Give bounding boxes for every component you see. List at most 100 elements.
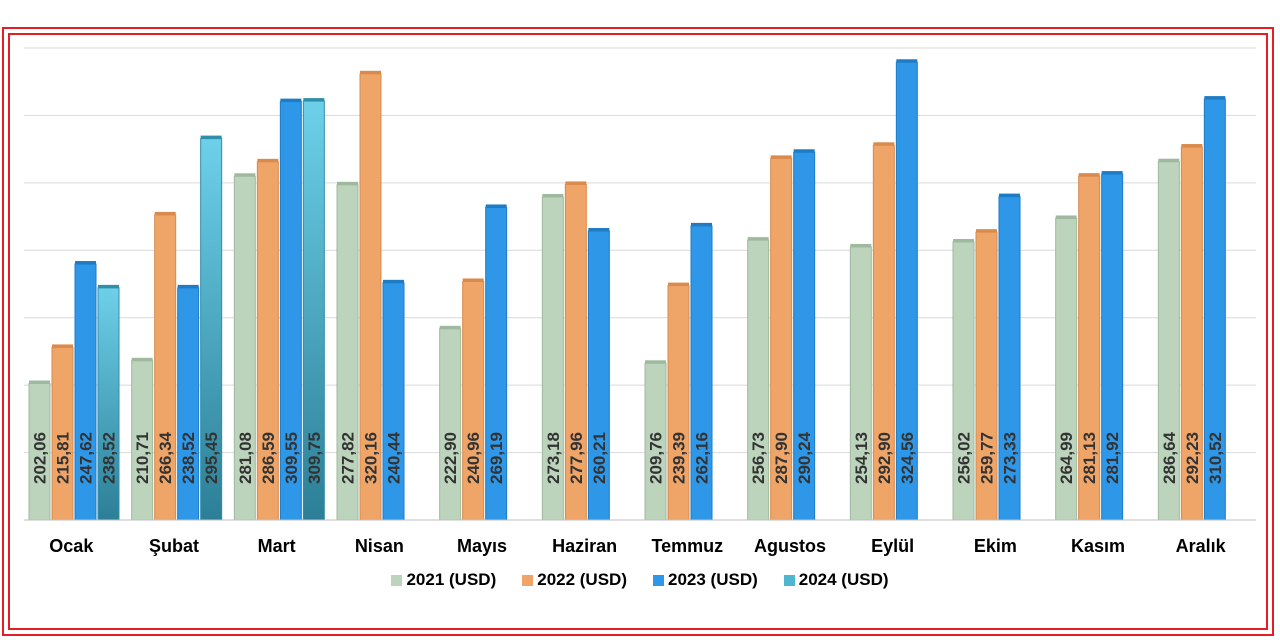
bar-cap-2021-11 xyxy=(1158,158,1180,162)
value-label-2021-11: 286,64 xyxy=(1160,431,1179,484)
legend-label-2024: 2024 (USD) xyxy=(798,570,889,589)
value-label-2024-2: 309,75 xyxy=(305,432,324,484)
bar-cap-2022-5 xyxy=(565,181,587,185)
bar-cap-2024-0 xyxy=(98,284,119,288)
bar-cap-2021-2 xyxy=(234,173,256,177)
bar-cap-2021-7 xyxy=(747,237,769,241)
bar-cap-2023-2 xyxy=(280,98,302,102)
bar-cap-2021-8 xyxy=(850,243,872,247)
bar-cap-2022-4 xyxy=(462,278,484,282)
bar-cap-2022-0 xyxy=(52,344,73,348)
bar-cap-2022-8 xyxy=(873,142,895,146)
bar-cap-2021-4 xyxy=(439,325,461,329)
bar-cap-2023-7 xyxy=(793,149,815,153)
bar-cap-2022-2 xyxy=(257,158,279,162)
legend-swatch-2024 xyxy=(783,574,795,586)
chart-frame-outer xyxy=(2,27,1274,636)
category-label-0: Ocak xyxy=(49,536,94,556)
bar-cap-2023-6 xyxy=(691,222,712,226)
chart-frame-inner xyxy=(8,33,1268,630)
legend-label-2023: 2023 (USD) xyxy=(668,570,758,589)
value-label-2021-5: 273,18 xyxy=(544,432,563,484)
category-label-2: Mart xyxy=(258,536,296,556)
bar-cap-2022-3 xyxy=(360,70,381,74)
category-label-7: Agustos xyxy=(754,536,826,556)
value-label-2021-1: 210,71 xyxy=(133,432,152,484)
bar-cap-2023-5 xyxy=(588,228,610,232)
bar-cap-2022-6 xyxy=(668,282,689,286)
value-label-2022-2: 286,59 xyxy=(259,432,278,484)
value-label-2022-3: 320,16 xyxy=(362,432,381,484)
category-label-10: Kasım xyxy=(1071,536,1125,556)
value-label-2022-7: 287,90 xyxy=(772,432,791,484)
value-label-2021-7: 256,73 xyxy=(749,432,768,484)
value-label-2021-10: 264,99 xyxy=(1057,432,1076,484)
value-label-2022-1: 266,34 xyxy=(156,431,175,484)
category-label-6: Temmuz xyxy=(651,536,723,556)
value-label-2023-8: 324,56 xyxy=(898,432,917,484)
value-label-2022-11: 292,23 xyxy=(1183,432,1202,484)
value-label-2022-4: 240,96 xyxy=(464,432,483,484)
bar-cap-2023-9 xyxy=(999,193,1020,197)
value-label-2023-7: 290,24 xyxy=(795,431,814,484)
bar-cap-2021-5 xyxy=(542,193,564,197)
legend-swatch-2022 xyxy=(522,574,534,586)
bar-cap-2023-0 xyxy=(75,261,96,265)
chart-legend: 2021 (USD) 2022 (USD) 2023 (USD) 2024 (U… xyxy=(0,570,1280,590)
bar-cap-2022-1 xyxy=(154,211,176,215)
value-label-2021-9: 256,02 xyxy=(955,432,974,484)
bar-cap-2022-9 xyxy=(976,229,997,233)
value-label-2022-6: 239,39 xyxy=(670,432,689,484)
bar-cap-2021-3 xyxy=(337,181,358,185)
bar-cap-2023-8 xyxy=(896,59,918,63)
bar-cap-2023-4 xyxy=(485,204,507,208)
bar-cap-2023-11 xyxy=(1204,96,1226,100)
category-label-5: Haziran xyxy=(552,536,617,556)
value-label-2021-2: 281,08 xyxy=(236,432,255,484)
legend-label-2022: 2022 (USD) xyxy=(537,570,627,589)
bar-cap-2021-0 xyxy=(29,380,50,384)
value-label-2022-9: 259,77 xyxy=(978,432,997,484)
bar-cap-2021-9 xyxy=(953,238,974,242)
bar-2023-1 xyxy=(177,287,200,521)
value-label-2021-6: 209,76 xyxy=(647,432,666,484)
value-label-2021-3: 277,82 xyxy=(339,432,358,484)
value-label-2023-10: 281,92 xyxy=(1103,432,1122,484)
bar-cap-2023-10 xyxy=(1101,171,1123,175)
bar-cap-2022-7 xyxy=(770,155,792,159)
category-label-9: Ekim xyxy=(974,536,1017,556)
bar-cap-2021-10 xyxy=(1055,215,1077,219)
value-label-2021-0: 202,06 xyxy=(31,432,50,484)
value-label-2023-3: 240,44 xyxy=(385,431,404,484)
value-label-2024-1: 295,45 xyxy=(202,432,221,484)
bar-cap-2021-6 xyxy=(645,360,666,364)
legend-item-2024: 2024 (USD) xyxy=(783,570,889,590)
value-label-2023-0: 247,62 xyxy=(77,432,96,484)
category-label-11: Aralık xyxy=(1176,536,1227,556)
legend-swatch-2023 xyxy=(653,574,664,586)
bar-cap-2021-1 xyxy=(131,357,153,361)
category-label-8: Eylül xyxy=(871,536,914,556)
value-label-2023-11: 310,52 xyxy=(1206,432,1225,484)
value-label-2023-5: 260,21 xyxy=(590,432,609,484)
value-label-2023-1: 238,52 xyxy=(179,432,198,484)
value-label-2023-2: 309,55 xyxy=(282,432,301,484)
value-label-2023-9: 273,33 xyxy=(1001,432,1020,484)
value-label-2022-0: 215,81 xyxy=(54,432,73,484)
value-label-2021-8: 254,13 xyxy=(852,432,871,484)
bar-cap-2022-10 xyxy=(1078,173,1100,177)
value-label-2023-6: 262,16 xyxy=(693,432,712,484)
bar-2021-4 xyxy=(439,328,462,521)
legend-label-2021: 2021 (USD) xyxy=(406,570,497,589)
value-label-2021-4: 222,90 xyxy=(441,432,460,484)
value-label-2023-4: 269,19 xyxy=(487,432,506,484)
value-label-2024-0: 238,52 xyxy=(100,432,119,484)
bar-cap-2023-1 xyxy=(177,284,199,288)
category-label-3: Nisan xyxy=(355,536,404,556)
bar-cap-2024-2 xyxy=(303,98,325,102)
value-label-2022-10: 281,13 xyxy=(1080,432,1099,484)
value-label-2022-5: 277,96 xyxy=(567,432,586,484)
category-label-4: Mayıs xyxy=(457,536,507,556)
category-label-1: Şubat xyxy=(149,536,199,556)
